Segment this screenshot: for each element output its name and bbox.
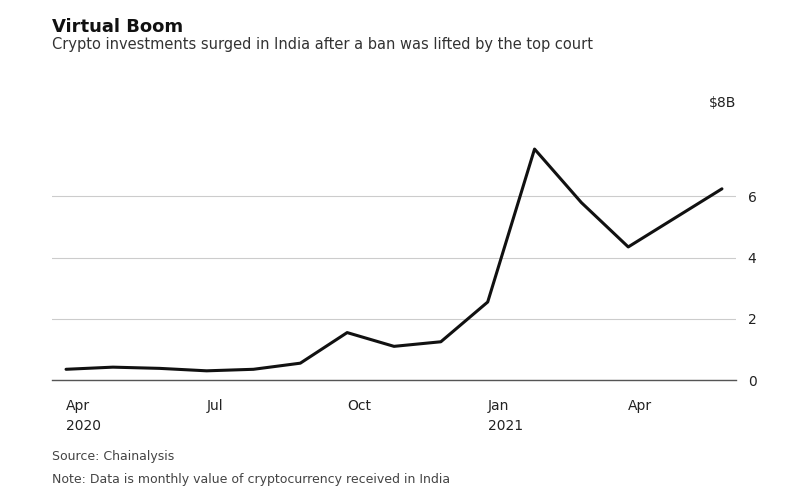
Text: $8B: $8B: [709, 96, 736, 110]
Text: Apr: Apr: [66, 400, 90, 413]
Text: Source: Chainalysis: Source: Chainalysis: [52, 450, 174, 463]
Text: Crypto investments surged in India after a ban was lifted by the top court: Crypto investments surged in India after…: [52, 38, 593, 52]
Text: Apr: Apr: [628, 400, 652, 413]
Text: Oct: Oct: [347, 400, 371, 413]
Text: Note: Data is monthly value of cryptocurrency received in India: Note: Data is monthly value of cryptocur…: [52, 472, 450, 486]
Text: 2021: 2021: [488, 419, 523, 433]
Text: Virtual Boom: Virtual Boom: [52, 18, 183, 36]
Text: Jan: Jan: [488, 400, 509, 413]
Text: 2020: 2020: [66, 419, 101, 433]
Text: Jul: Jul: [206, 400, 223, 413]
